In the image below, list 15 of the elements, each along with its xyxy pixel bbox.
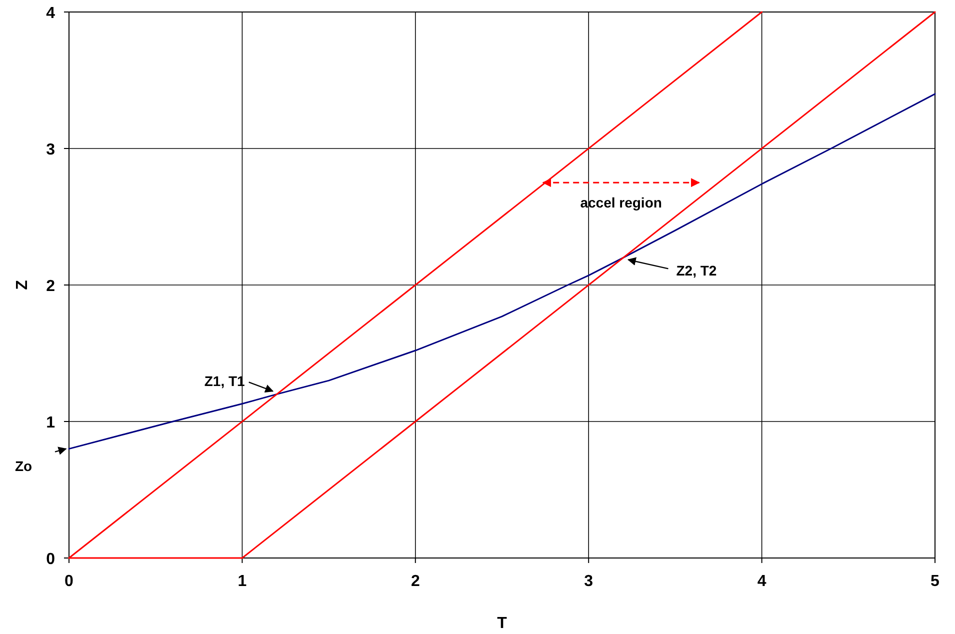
y-tick-label: 4: [46, 5, 56, 22]
x-tick-label: 5: [930, 573, 940, 590]
x-tick-label: 2: [410, 573, 420, 590]
y-tick-label: 2: [46, 278, 56, 295]
y-tick-label: 3: [46, 142, 56, 158]
y-axis-title: Z: [14, 280, 31, 290]
annotation: Z2, T2: [676, 262, 717, 279]
x-axis-title: T: [497, 615, 508, 632]
x-tick-label: 0: [64, 573, 74, 590]
x-tick-label: 3: [584, 573, 594, 590]
y-tick-label: 0: [46, 551, 56, 568]
y-tick-label: 1: [46, 414, 56, 432]
annotation: Zo: [15, 458, 32, 474]
x-tick-label: 1: [238, 573, 247, 590]
x-tick-label: 4: [757, 573, 766, 590]
